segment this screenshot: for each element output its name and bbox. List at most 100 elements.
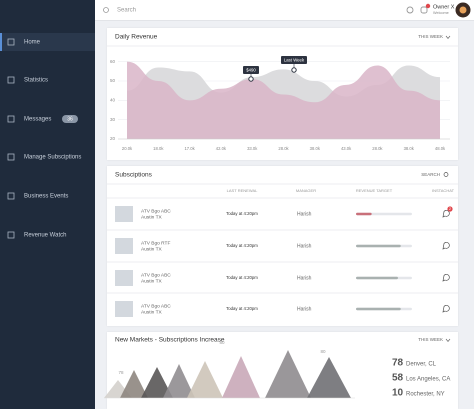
badge-text: 36 <box>67 117 73 123</box>
search-link[interactable]: SEARCH <box>421 172 440 177</box>
user-name: Owner X <box>433 4 455 10</box>
chat-icon[interactable] <box>442 273 450 282</box>
card-title: New Markets - Subscriptions Increase <box>115 337 225 344</box>
card-title: Daily Revenue <box>115 34 158 41</box>
avatar-face <box>459 6 467 14</box>
annotation-dot <box>248 76 254 82</box>
market-peak <box>120 370 148 398</box>
market-peak <box>307 357 351 398</box>
column-header: INSTACHAT <box>432 188 455 193</box>
row-manager: Harish <box>297 243 312 249</box>
settings-icon[interactable] <box>406 6 414 14</box>
user-subtitle: Welcome <box>433 11 449 15</box>
annotation-label: $490 <box>246 67 256 72</box>
nav-label[interactable]: Messages <box>24 117 51 123</box>
annotation-label: Last Week <box>284 57 305 62</box>
nav-icon <box>7 38 15 46</box>
chat-icon[interactable] <box>442 209 450 218</box>
nav-label[interactable]: Home <box>24 40 41 46</box>
row-name: ATV Bgo ABC <box>141 303 171 309</box>
nav-label[interactable]: Revenue Watch <box>24 233 66 239</box>
topbar <box>95 0 474 21</box>
row-renewal: Today at 4:20pm <box>226 306 258 311</box>
market-peak <box>265 350 311 398</box>
notification-dot <box>425 3 431 9</box>
x-tick-label: 42.0k <box>216 146 227 151</box>
row-manager: Harish <box>297 306 312 312</box>
search-icon <box>443 172 449 177</box>
active-item-accent <box>0 33 2 51</box>
city-count: 78 <box>392 358 404 369</box>
revenue-area <box>127 61 440 139</box>
progress-bar <box>356 244 401 248</box>
period-select[interactable]: THIS WEEK <box>418 337 443 342</box>
x-tick-label: 17.0k <box>184 146 195 151</box>
y-tick-label: 40 <box>110 98 116 103</box>
x-tick-label: 48.0k <box>435 146 446 151</box>
search-input[interactable]: Search <box>117 8 136 14</box>
period-select[interactable]: THIS WEEK <box>418 34 443 39</box>
row-manager: Harish <box>297 275 312 281</box>
x-tick-label: 33.0k <box>247 146 258 151</box>
nav-icon <box>7 231 15 239</box>
chat-badge-text: 2 <box>449 207 451 211</box>
sidebar <box>0 0 95 409</box>
search-icon <box>103 7 109 13</box>
column-header: REVENUE TARGET <box>356 188 393 193</box>
thumbnail <box>115 301 133 317</box>
row-renewal: Today at 4:20pm <box>226 211 258 216</box>
x-tick-label: 28.0k <box>372 146 383 151</box>
nav-label[interactable]: Statistics <box>24 78 48 84</box>
progress-bar <box>356 276 398 280</box>
row-location: Austin TX <box>141 246 163 252</box>
peak-label: 78 <box>118 370 124 375</box>
progress-bar <box>356 307 401 311</box>
row-name: ATV Bgo ABC <box>141 208 171 214</box>
y-tick-label: 50 <box>110 78 116 83</box>
x-tick-label: 38.0k <box>310 146 321 151</box>
peak-label: 80 <box>320 349 326 354</box>
city-count: 10 <box>392 388 404 399</box>
nav-label[interactable]: Business Events <box>24 194 68 200</box>
row-location: Austin TX <box>141 309 163 315</box>
y-tick-label: 60 <box>110 59 116 64</box>
city-count: 58 <box>392 373 404 384</box>
nav-icon <box>7 115 15 123</box>
nav-label[interactable]: Manage Subsciptions <box>24 155 81 161</box>
bell-icon[interactable] <box>420 6 428 14</box>
nav-icon <box>7 192 15 200</box>
chat-badge <box>447 206 453 212</box>
thumbnail <box>115 206 133 222</box>
row-location: Austin TX <box>141 214 163 220</box>
annotation-box <box>243 66 259 74</box>
row-name: ATV Bgo ABC <box>141 272 171 278</box>
y-tick-label: 20 <box>110 136 116 141</box>
badge <box>62 115 78 123</box>
dropdown-caret <box>445 35 451 40</box>
x-tick-label: 20.0k <box>122 146 133 151</box>
active-item-bg <box>0 33 95 51</box>
market-peak <box>187 361 223 398</box>
row-manager: Harish <box>297 211 312 217</box>
market-peak <box>222 356 260 398</box>
card-title: Subsciptions <box>115 172 153 179</box>
market-peak <box>141 367 173 398</box>
x-tick-label: 43.0k <box>341 146 352 151</box>
nav-icon <box>7 153 15 161</box>
row-location: Austin TX <box>141 278 163 284</box>
progress-bar <box>356 212 372 216</box>
thumbnail <box>115 238 133 254</box>
chat-icon[interactable] <box>442 241 450 250</box>
nav-icon <box>7 76 15 84</box>
row-renewal: Today at 4:20pm <box>226 243 258 248</box>
market-peak <box>163 364 195 398</box>
annotation-dot <box>291 67 297 73</box>
column-header: MANAGER <box>296 188 316 193</box>
dropdown-caret <box>445 338 451 343</box>
city-name: Rochester, NY <box>406 392 445 398</box>
city-name: Los Angeles, CA <box>406 377 450 383</box>
chat-icon[interactable] <box>442 304 450 313</box>
x-tick-label: 38.0k <box>404 146 415 151</box>
